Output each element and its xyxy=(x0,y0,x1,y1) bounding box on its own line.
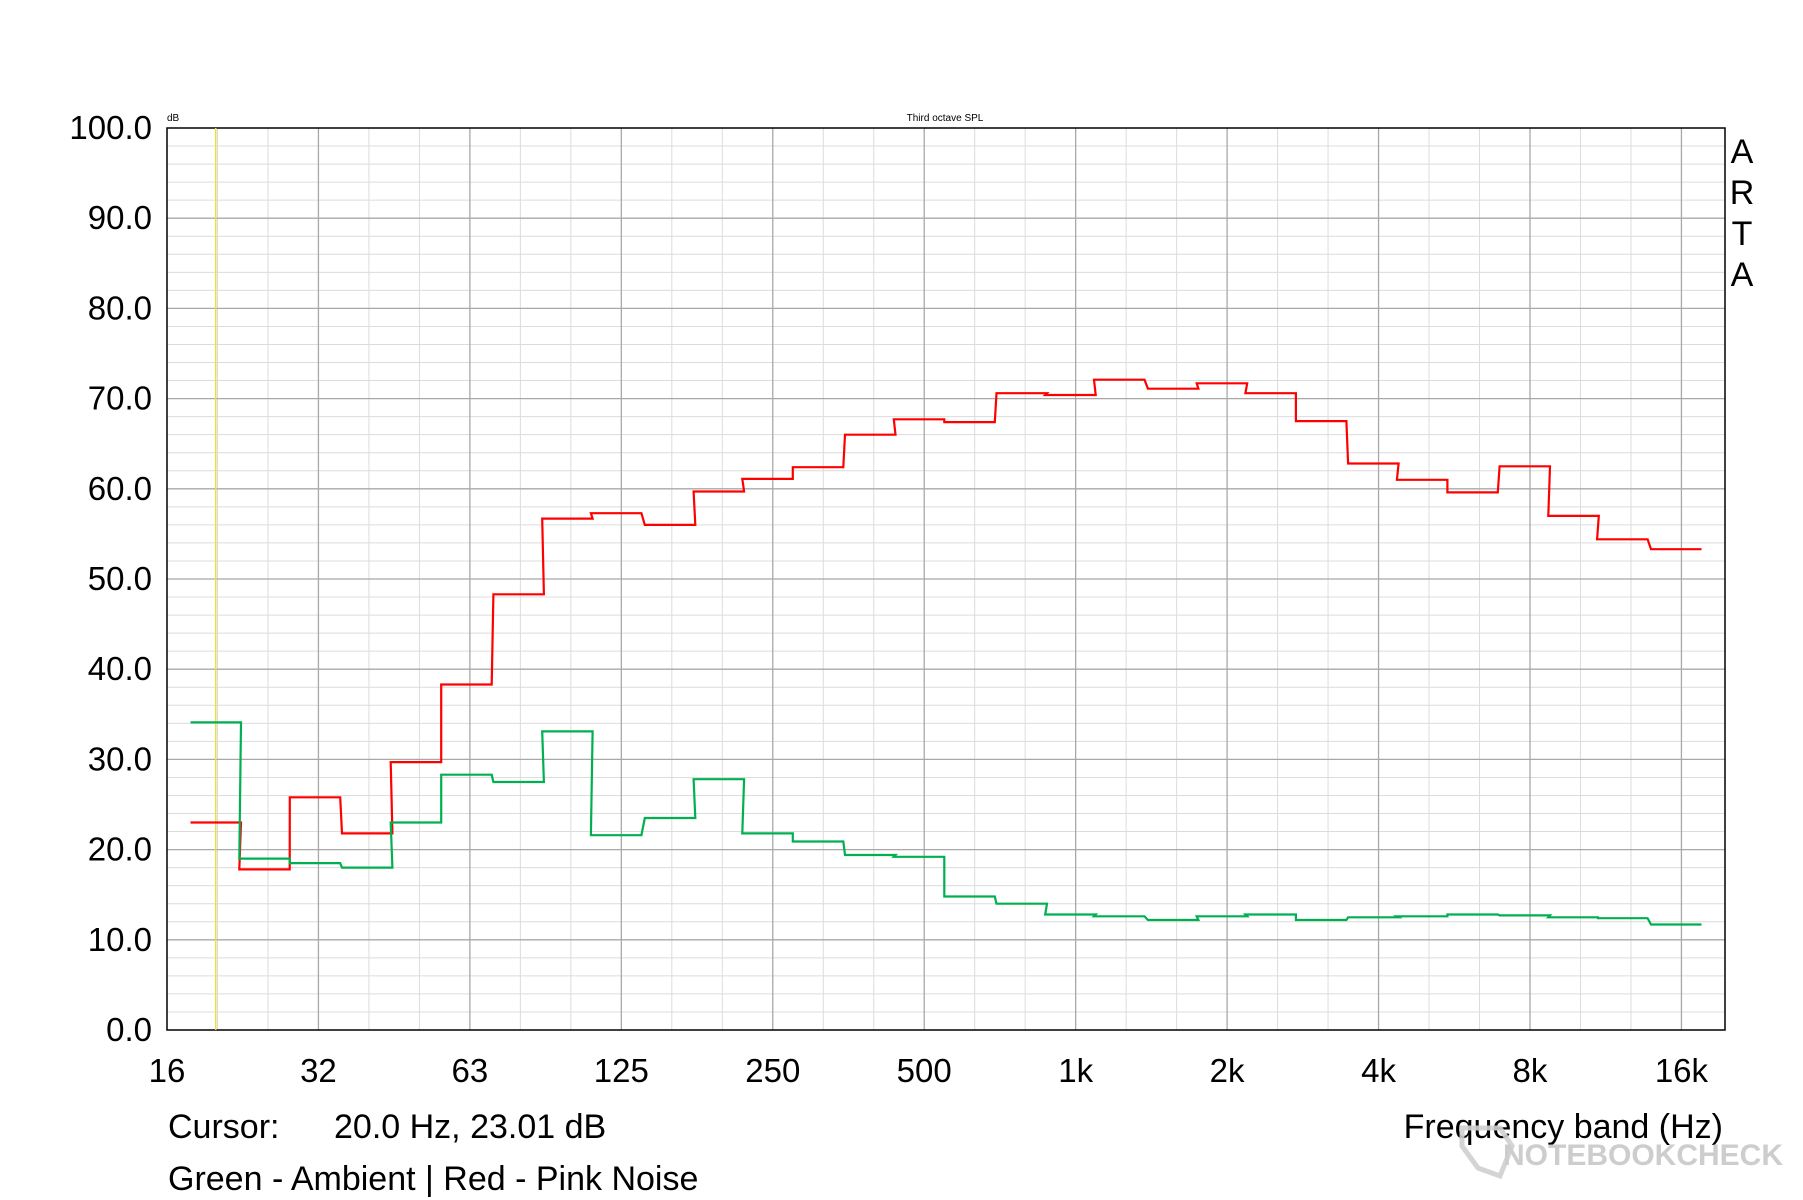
cursor-readout: 20.0 Hz, 23.01 dB xyxy=(334,1108,606,1146)
y-tick-label: 90.0 xyxy=(88,199,152,236)
y-tick-label: 60.0 xyxy=(88,470,152,507)
x-axis-title: Frequency band (Hz) xyxy=(1404,1108,1723,1146)
chart-title: Third octave SPL xyxy=(907,113,984,124)
y-tick-label: 20.0 xyxy=(88,831,152,868)
y-tick-label: 30.0 xyxy=(88,740,152,777)
y-tick-label: 0.0 xyxy=(106,1011,152,1048)
side-letter: A xyxy=(1731,256,1754,294)
series-line-pink-noise xyxy=(190,378,1702,871)
x-tick-label: 32 xyxy=(300,1052,337,1089)
cursor-label: Cursor: xyxy=(168,1108,279,1146)
axis-labels: 0.0 10.0 20.0 30.0 40.0 50.0 60.0 70.0 80.0 90.0 1… xyxy=(69,109,1708,1089)
x-tick-label: 8k xyxy=(1513,1052,1548,1089)
y-tick-label: 10.0 xyxy=(88,921,152,958)
x-tick-label: 125 xyxy=(594,1052,649,1089)
y-axis-unit: dB xyxy=(167,113,180,124)
x-tick-label: 16 xyxy=(149,1052,186,1089)
series-line-ambient xyxy=(190,721,1702,926)
legend-text: Green - Ambient | Red - Pink Noise xyxy=(168,1160,698,1198)
grid xyxy=(167,128,1725,1030)
x-tick-label: 63 xyxy=(452,1052,489,1089)
chart-marks xyxy=(190,128,1702,1030)
y-tick-label: 100.0 xyxy=(69,109,152,146)
plot-frame xyxy=(166,127,1726,1031)
x-tick-label: 2k xyxy=(1210,1052,1245,1089)
side-letter: T xyxy=(1732,215,1753,253)
watermark-logo-icon xyxy=(1459,1125,1515,1180)
y-tick-label: 50.0 xyxy=(88,560,152,597)
x-tick-label: 1k xyxy=(1058,1052,1093,1089)
watermark-text: NOTEBOOKCHECK xyxy=(1503,1139,1783,1172)
watermark: NOTEBOOKCHECK xyxy=(1459,1125,1783,1180)
y-tick-label: 70.0 xyxy=(88,380,152,417)
x-tick-label: 16k xyxy=(1655,1052,1709,1089)
y-tick-label: 80.0 xyxy=(88,289,152,326)
y-tick-label: 40.0 xyxy=(88,650,152,687)
x-tick-label: 4k xyxy=(1361,1052,1396,1089)
side-letter: A xyxy=(1731,133,1754,171)
side-letter: R xyxy=(1730,174,1755,212)
x-tick-label: 250 xyxy=(745,1052,800,1089)
arta-vertical-label: A R T A xyxy=(1730,133,1755,294)
x-tick-label: 500 xyxy=(897,1052,952,1089)
